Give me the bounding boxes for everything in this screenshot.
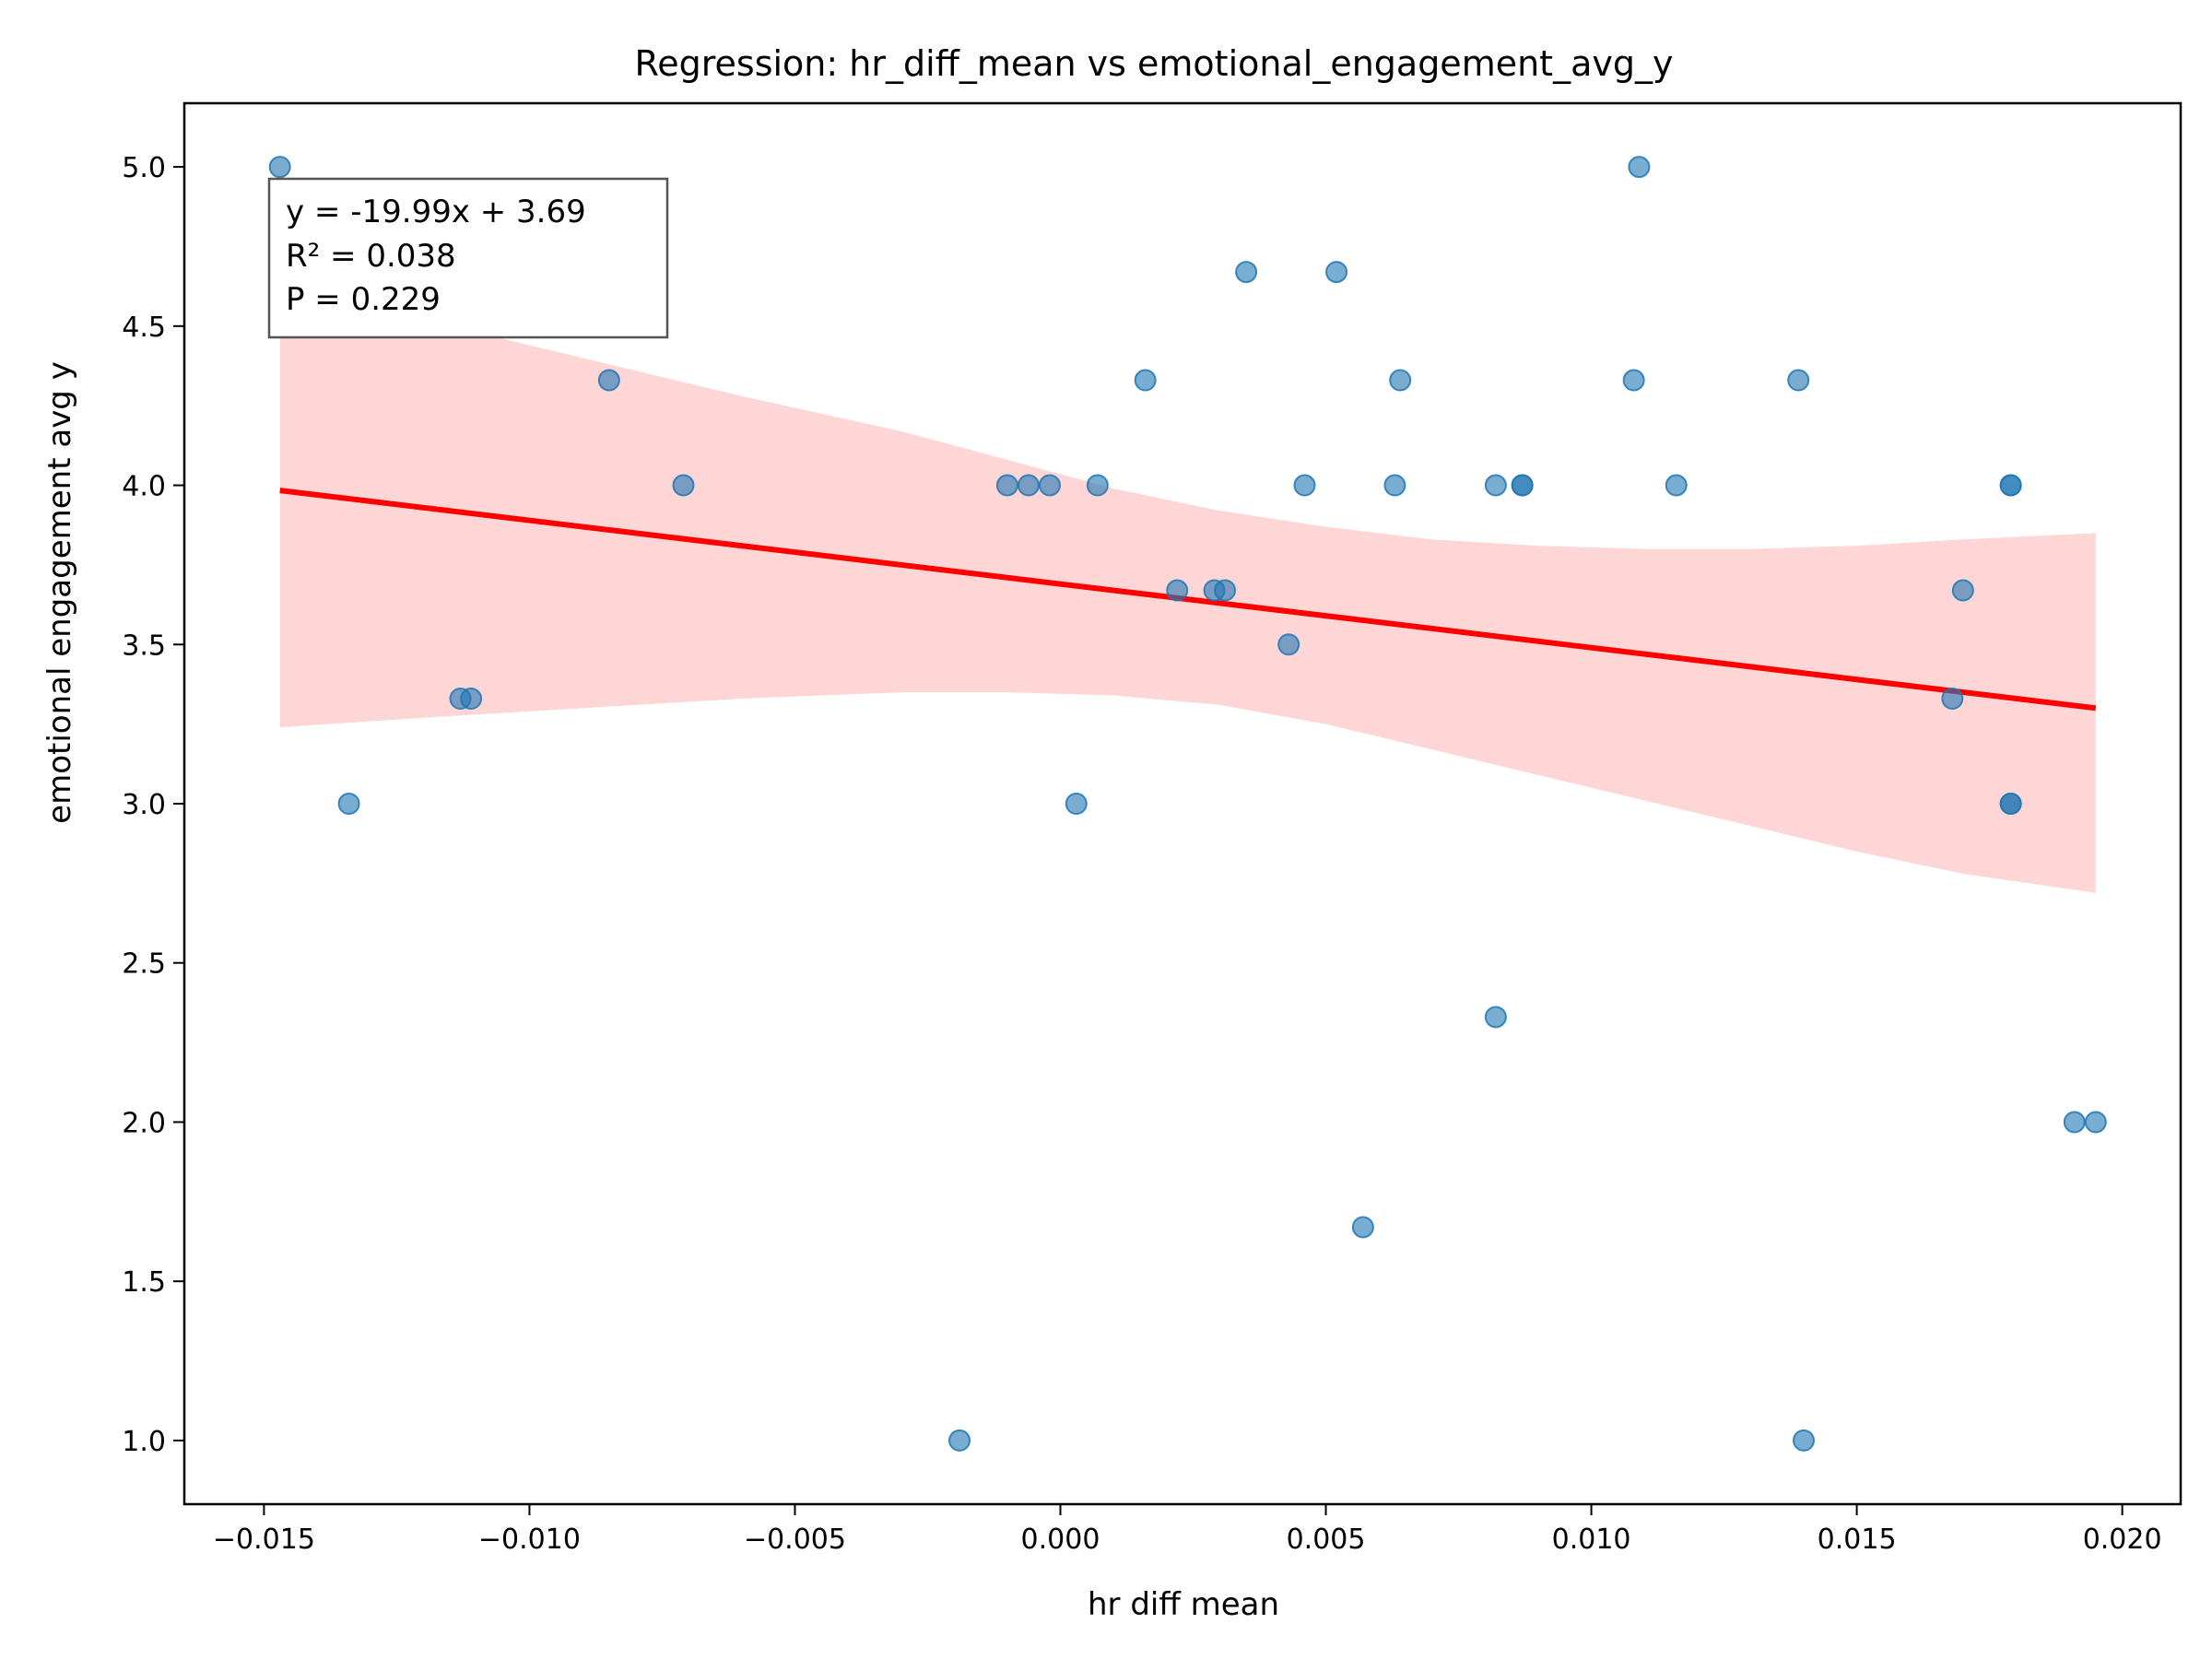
data-point: [2084, 1111, 2107, 1134]
data-point: [1665, 474, 1688, 497]
data-point: [1941, 688, 1964, 710]
x-tick-label: −0.010: [478, 1524, 581, 1556]
stats-equation: y = -19.99x + 3.69: [286, 194, 586, 230]
data-point: [1017, 474, 1040, 497]
data-point: [1214, 579, 1237, 602]
data-point: [995, 474, 1018, 497]
data-point: [2063, 1111, 2086, 1134]
x-axis-title: hr diff mean: [1088, 1586, 1279, 1623]
data-point: [1383, 474, 1406, 497]
y-tick-label: 3.0: [122, 789, 166, 821]
y-axis: 1.0 1.5 2.0 2.5 3.0 3.5 4.0 4.5 5.0: [122, 152, 184, 1458]
regression-stats-box: y = -19.99x + 3.69 R² = 0.038 P = 0.229: [267, 177, 669, 339]
data-point: [1484, 474, 1507, 497]
data-point: [1086, 474, 1109, 497]
x-axis: −0.015 −0.010 −0.005 0.000 0.005 0.010 0.015 0.…: [213, 1504, 2162, 1556]
data-point: [597, 369, 620, 392]
regression-line: [279, 488, 2097, 712]
y-tick-label: 1.0: [122, 1426, 166, 1458]
y-tick-label: 2.5: [122, 948, 166, 981]
data-points-layer: [268, 156, 2107, 1452]
data-point: [1389, 369, 1412, 392]
stats-p-value: P = 0.229: [286, 281, 441, 318]
data-point: [1622, 369, 1645, 392]
x-tick-label: 0.000: [1021, 1524, 1100, 1556]
data-point: [1999, 474, 2022, 497]
y-tick-label: 3.5: [122, 629, 166, 662]
data-point: [460, 688, 483, 710]
data-point: [1351, 1216, 1374, 1239]
data-point: [1134, 369, 1157, 392]
regression-line-layer: [279, 488, 2097, 712]
data-point: [1484, 1006, 1507, 1029]
data-point: [672, 474, 695, 497]
data-point: [1325, 261, 1348, 284]
data-point: [1277, 633, 1300, 656]
y-tick-label: 4.0: [122, 471, 166, 503]
y-tick-label: 4.5: [122, 312, 166, 344]
x-tick-label: 0.005: [1287, 1524, 1366, 1556]
data-point: [1511, 474, 1534, 497]
data-point: [1166, 579, 1189, 602]
data-point: [1038, 474, 1061, 497]
x-tick-label: 0.020: [2083, 1524, 2162, 1556]
data-point: [268, 156, 291, 179]
x-tick-label: 0.010: [1552, 1524, 1631, 1556]
stats-r-squared: R² = 0.038: [286, 238, 456, 275]
data-point: [1293, 474, 1316, 497]
y-tick-label: 5.0: [122, 152, 166, 184]
y-axis-title: emotional engagement avg y: [41, 361, 78, 824]
x-tick-label: −0.005: [744, 1524, 846, 1556]
data-point: [1235, 261, 1258, 284]
y-tick-label: 1.5: [122, 1266, 166, 1299]
x-tick-label: 0.015: [1818, 1524, 1897, 1556]
chart-title: Regression: hr_diff_mean vs emotional_en…: [635, 43, 1674, 84]
data-point: [1065, 793, 1088, 815]
y-tick-label: 2.0: [122, 1107, 166, 1139]
data-point: [1951, 579, 1974, 602]
data-point: [1999, 793, 2022, 815]
data-point: [948, 1429, 971, 1452]
data-point: [1787, 369, 1810, 392]
data-point: [1792, 1429, 1815, 1452]
data-point: [337, 793, 360, 815]
x-tick-label: −0.015: [213, 1524, 315, 1556]
data-point: [1628, 156, 1651, 179]
stats-box-frame: [267, 177, 669, 339]
